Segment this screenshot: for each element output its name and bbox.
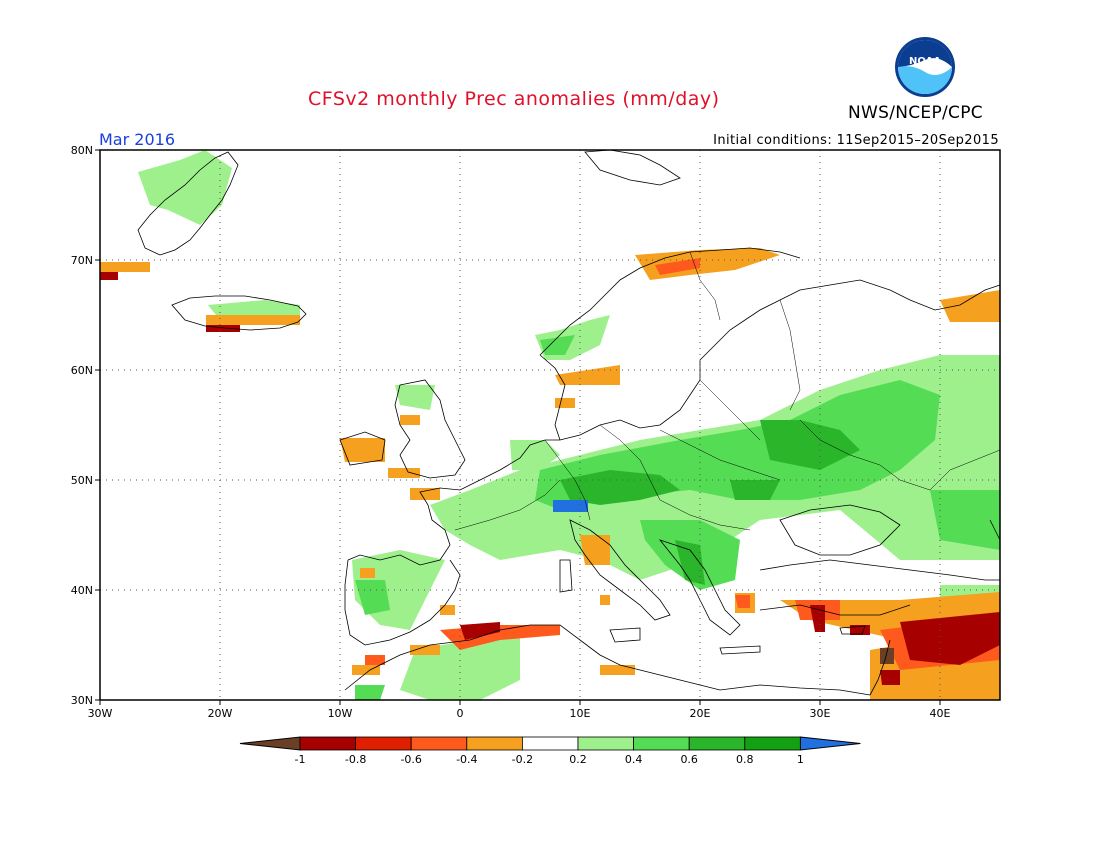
legend-swatch [744,736,801,751]
legend-swatch [633,736,690,751]
lat-label: 50N [71,474,93,487]
legend-swatch [688,736,746,751]
legend-tick-label: 0.2 [569,753,587,766]
legend-tick-label: 0.6 [680,753,698,766]
lat-label: 60N [71,364,93,377]
lon-label: 30E [810,707,831,720]
lat-label: 30N [71,694,93,707]
legend-arrow-high [799,736,861,751]
longitude-labels: 30W 20W 10W 0 10E 20E 30E 40E [88,707,951,720]
legend-tick-label: -0.8 [345,753,366,766]
lat-label: 80N [71,144,93,157]
initial-conditions-label: Initial conditions: 11Sep2015–20Sep2015 [713,133,999,148]
agency-label: NWS/NCEP/CPC [848,103,983,123]
map-frame [99,149,1001,701]
latitude-labels: 80N 70N 60N 50N 40N 30N [71,144,93,707]
legend-arrow-low [239,736,301,751]
color-legend: -1 -0.8 -0.6 -0.4 -0.2 0.2 0.4 0.6 0.8 1 [239,736,861,766]
legend-swatch [355,736,412,751]
chart-title: CFSv2 monthly Prec anomalies (mm/day) [308,88,720,110]
target-month-label: Mar 2016 [99,130,175,149]
lat-label: 70N [71,254,93,267]
noaa-logo-text: NOAA [909,56,941,67]
legend-tick-label: -1 [295,753,306,766]
lon-label: 10W [328,707,353,720]
noaa-logo: NOAA [895,37,955,97]
map-grid [100,150,1000,700]
legend-swatch [522,736,579,751]
anomaly-field [100,150,1000,700]
legend-tick-label: -0.4 [456,753,477,766]
legend-swatch [466,736,523,751]
legend-swatch [577,736,634,751]
lon-label: 20W [208,707,233,720]
lon-label: 40E [930,707,951,720]
legend-tick-label: 0.8 [736,753,754,766]
lon-label: 30W [88,707,113,720]
legend-swatch [299,736,356,751]
lon-label: 0 [457,707,464,720]
lon-label: 20E [690,707,711,720]
legend-tick-label: -0.6 [400,753,421,766]
legend-swatch [410,736,468,751]
legend-tick-label: 1 [797,753,804,766]
legend-tick-label: -0.2 [512,753,533,766]
coastlines [137,149,1001,696]
legend-tick-label: 0.4 [625,753,643,766]
lon-label: 10E [570,707,591,720]
lat-label: 40N [71,584,93,597]
